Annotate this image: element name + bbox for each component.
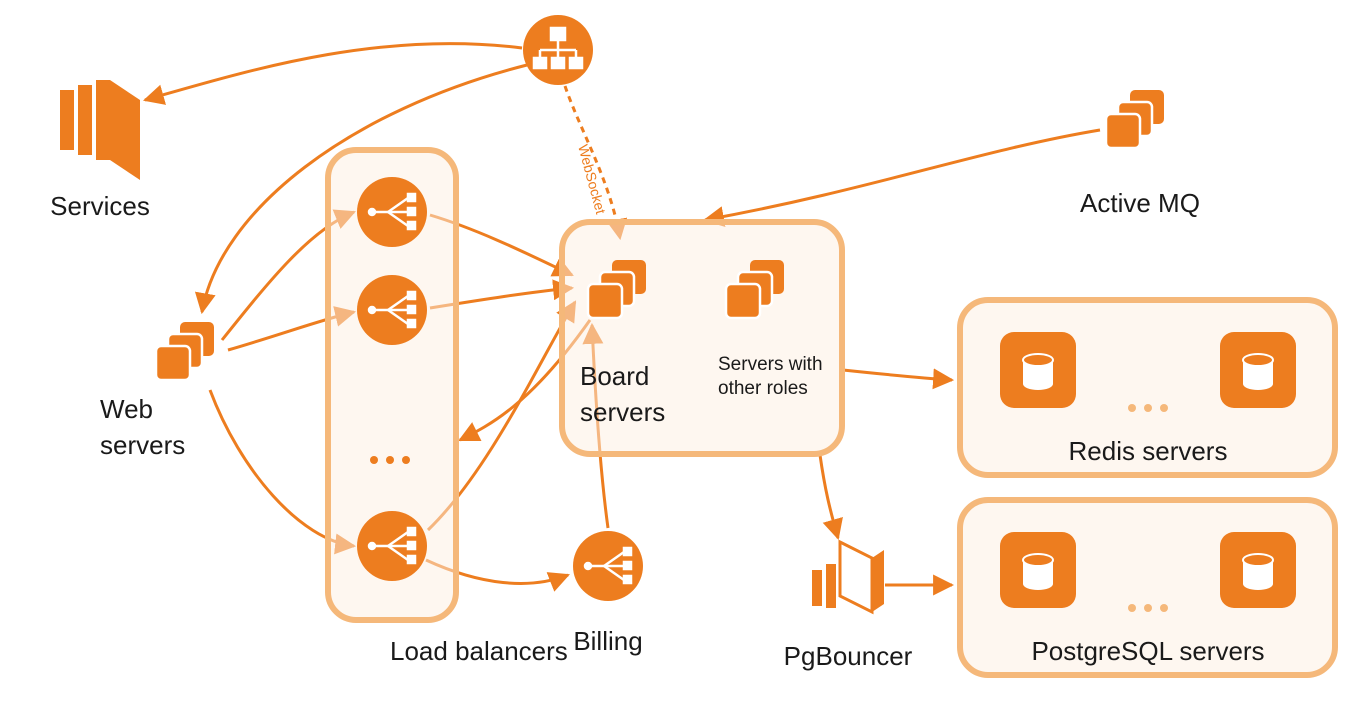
billing-icon — [573, 531, 643, 601]
other-label: Servers with — [718, 354, 823, 375]
pgbouncer-label: PgBouncer — [784, 641, 913, 671]
node-services — [60, 80, 140, 180]
lb_dots-dot — [370, 456, 378, 464]
board-label2: servers — [580, 397, 665, 427]
node-billing — [573, 531, 643, 601]
gateway-icon — [523, 15, 593, 85]
node-pg_dots — [1128, 604, 1168, 612]
redis2-icon — [1220, 332, 1296, 408]
web-label: Web — [100, 394, 153, 424]
pg_dots-dot — [1160, 604, 1168, 612]
redis_dots-dot — [1144, 404, 1152, 412]
edge-board-pgb — [820, 455, 838, 538]
node-pgbouncer — [812, 542, 884, 612]
pg1-icon — [1000, 532, 1076, 608]
redis_box-label: Redis servers — [1069, 436, 1228, 466]
billing-label: Billing — [573, 626, 642, 656]
redis_dots-dot — [1160, 404, 1168, 412]
node-lb2 — [357, 275, 427, 345]
lb2-icon — [357, 275, 427, 345]
node-gateway — [523, 15, 593, 85]
redis_dots-dot — [1128, 404, 1136, 412]
board-label: Board — [580, 361, 649, 391]
services-icon — [60, 80, 140, 180]
node-redis_dots — [1128, 404, 1168, 412]
services-label: Services — [50, 191, 150, 221]
edge-board-redis — [843, 370, 952, 380]
pgbouncer-icon — [812, 542, 884, 612]
pg2-icon — [1220, 532, 1296, 608]
node-pg2 — [1220, 532, 1296, 608]
node-redis1 — [1000, 332, 1076, 408]
activemq-label: Active MQ — [1080, 188, 1200, 218]
web-label2: servers — [100, 430, 185, 460]
node-redis2 — [1220, 332, 1296, 408]
pg_dots-dot — [1144, 604, 1152, 612]
node-pg1 — [1000, 532, 1076, 608]
pg_dots-dot — [1128, 604, 1136, 612]
lb_group-label: Load balancers — [390, 636, 568, 666]
lb3-icon — [357, 511, 427, 581]
pg_box-label: PostgreSQL servers — [1031, 636, 1264, 666]
redis1-icon — [1000, 332, 1076, 408]
other-label2: other roles — [718, 378, 808, 399]
edge-amq-board — [705, 130, 1100, 220]
web-icon — [156, 322, 214, 380]
activemq-icon — [1106, 90, 1164, 148]
node-web — [156, 322, 214, 380]
node-lb1 — [357, 177, 427, 247]
node-lb3 — [357, 511, 427, 581]
node-lb_dots — [370, 456, 410, 464]
lb1-icon — [357, 177, 427, 247]
lb_dots-dot — [402, 456, 410, 464]
lb_dots-dot — [386, 456, 394, 464]
node-activemq — [1106, 90, 1164, 148]
edge-gw-services — [145, 44, 522, 100]
